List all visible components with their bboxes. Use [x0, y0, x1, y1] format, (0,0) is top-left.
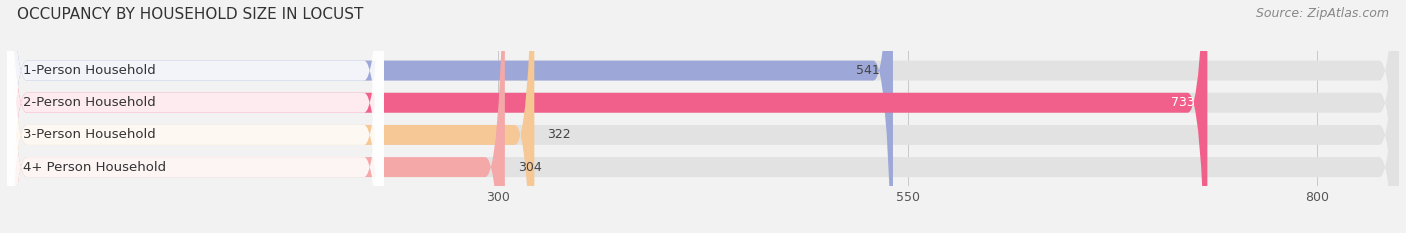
Text: 2-Person Household: 2-Person Household [24, 96, 156, 109]
FancyBboxPatch shape [7, 0, 893, 233]
FancyBboxPatch shape [7, 0, 384, 233]
FancyBboxPatch shape [7, 0, 384, 233]
FancyBboxPatch shape [7, 0, 1399, 233]
Text: OCCUPANCY BY HOUSEHOLD SIZE IN LOCUST: OCCUPANCY BY HOUSEHOLD SIZE IN LOCUST [17, 7, 363, 22]
Text: 1-Person Household: 1-Person Household [24, 64, 156, 77]
Text: 322: 322 [547, 128, 571, 141]
Text: 541: 541 [856, 64, 880, 77]
FancyBboxPatch shape [7, 0, 1399, 233]
Text: 4+ Person Household: 4+ Person Household [24, 161, 166, 174]
FancyBboxPatch shape [7, 0, 1208, 233]
FancyBboxPatch shape [7, 0, 384, 233]
FancyBboxPatch shape [7, 0, 384, 233]
Text: 733: 733 [1171, 96, 1194, 109]
Text: 304: 304 [517, 161, 541, 174]
Text: Source: ZipAtlas.com: Source: ZipAtlas.com [1256, 7, 1389, 20]
FancyBboxPatch shape [7, 0, 1399, 233]
Text: 3-Person Household: 3-Person Household [24, 128, 156, 141]
FancyBboxPatch shape [7, 0, 534, 233]
FancyBboxPatch shape [7, 0, 1399, 233]
FancyBboxPatch shape [7, 0, 505, 233]
